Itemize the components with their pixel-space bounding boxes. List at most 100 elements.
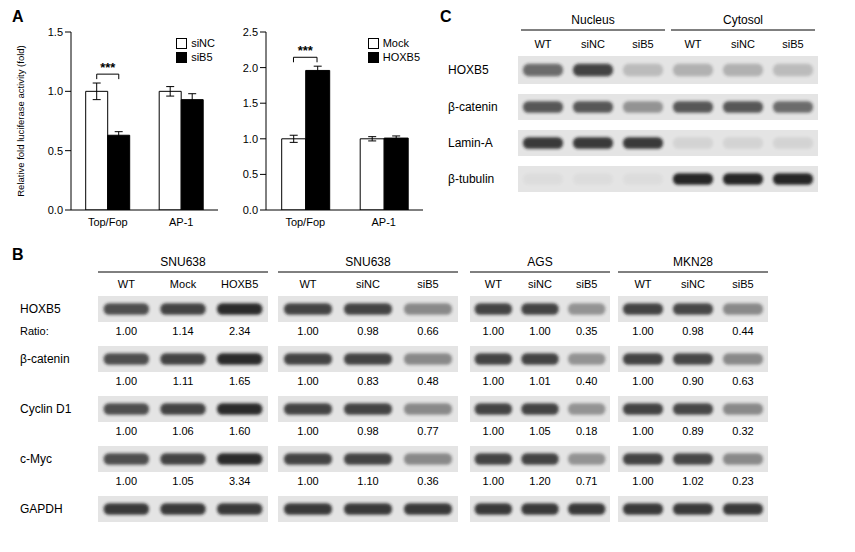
svg-text:0.36: 0.36 bbox=[417, 475, 438, 487]
svg-text:Nucleus: Nucleus bbox=[571, 13, 614, 27]
svg-text:C: C bbox=[440, 8, 452, 25]
svg-text:1.05: 1.05 bbox=[172, 475, 193, 487]
svg-text:1.00: 1.00 bbox=[632, 475, 653, 487]
svg-text:AP-1: AP-1 bbox=[372, 216, 396, 228]
svg-text:1.65: 1.65 bbox=[229, 375, 250, 387]
svg-text:0.66: 0.66 bbox=[417, 325, 438, 337]
svg-text:siB5: siB5 bbox=[576, 278, 597, 290]
svg-text:2.34: 2.34 bbox=[229, 325, 250, 337]
svg-text:1.0: 1.0 bbox=[243, 133, 258, 145]
svg-text:Cytosol: Cytosol bbox=[723, 13, 763, 27]
svg-text:0.89: 0.89 bbox=[682, 425, 703, 437]
svg-text:0.32: 0.32 bbox=[732, 425, 753, 437]
svg-text:1.05: 1.05 bbox=[529, 425, 550, 437]
svg-text:1.60: 1.60 bbox=[229, 425, 250, 437]
svg-text:siNC: siNC bbox=[681, 278, 705, 290]
svg-text:WT: WT bbox=[299, 278, 316, 290]
svg-text:***: *** bbox=[298, 43, 314, 58]
svg-text:HOXB5: HOXB5 bbox=[221, 278, 258, 290]
svg-text:0.71: 0.71 bbox=[576, 475, 597, 487]
svg-text:1.01: 1.01 bbox=[529, 375, 550, 387]
svg-text:1.00: 1.00 bbox=[297, 475, 318, 487]
svg-text:0.5: 0.5 bbox=[48, 145, 63, 157]
svg-text:WT: WT bbox=[634, 278, 651, 290]
svg-text:β-tubulin: β-tubulin bbox=[448, 172, 494, 186]
svg-text:siB5: siB5 bbox=[417, 278, 438, 290]
svg-text:1.06: 1.06 bbox=[172, 425, 193, 437]
svg-text:1.00: 1.00 bbox=[116, 475, 137, 487]
svg-text:β-catenin: β-catenin bbox=[448, 100, 498, 114]
svg-text:1.5: 1.5 bbox=[243, 97, 258, 109]
svg-text:Mock: Mock bbox=[170, 278, 197, 290]
svg-text:B: B bbox=[12, 246, 24, 263]
svg-text:HOXB5: HOXB5 bbox=[448, 63, 489, 77]
svg-text:1.00: 1.00 bbox=[483, 325, 504, 337]
svg-text:siB5: siB5 bbox=[632, 38, 653, 50]
svg-text:1.00: 1.00 bbox=[529, 325, 550, 337]
svg-text:0.40: 0.40 bbox=[576, 375, 597, 387]
svg-text:0.48: 0.48 bbox=[417, 375, 438, 387]
svg-text:A: A bbox=[12, 8, 24, 25]
svg-text:1.20: 1.20 bbox=[529, 475, 550, 487]
svg-text:Cyclin D1: Cyclin D1 bbox=[20, 402, 72, 416]
svg-text:1.00: 1.00 bbox=[483, 375, 504, 387]
svg-text:1.10: 1.10 bbox=[357, 475, 378, 487]
svg-text:0.83: 0.83 bbox=[357, 375, 378, 387]
svg-text:0.0: 0.0 bbox=[243, 204, 258, 216]
svg-text:0.63: 0.63 bbox=[732, 375, 753, 387]
svg-text:1.00: 1.00 bbox=[632, 375, 653, 387]
svg-text:Relative fold luciferase activ: Relative fold luciferase activity (fold) bbox=[15, 45, 26, 197]
svg-text:1.00: 1.00 bbox=[297, 375, 318, 387]
svg-text:***: *** bbox=[100, 60, 116, 75]
svg-text:1.00: 1.00 bbox=[297, 325, 318, 337]
svg-text:Ratio:: Ratio: bbox=[20, 325, 49, 337]
svg-text:siNC: siNC bbox=[581, 38, 605, 50]
svg-text:2.0: 2.0 bbox=[243, 62, 258, 74]
svg-text:0.98: 0.98 bbox=[357, 425, 378, 437]
svg-text:Top/Fop: Top/Fop bbox=[285, 216, 325, 228]
svg-text:1.00: 1.00 bbox=[116, 425, 137, 437]
svg-text:0.23: 0.23 bbox=[732, 475, 753, 487]
svg-text:siB5: siB5 bbox=[732, 278, 753, 290]
svg-text:1.00: 1.00 bbox=[632, 425, 653, 437]
svg-text:0.98: 0.98 bbox=[682, 325, 703, 337]
svg-text:Top/Fop: Top/Fop bbox=[88, 216, 128, 228]
svg-text:0.0: 0.0 bbox=[48, 204, 63, 216]
svg-text:WT: WT bbox=[485, 278, 502, 290]
svg-text:GAPDH: GAPDH bbox=[20, 502, 63, 516]
svg-text:AP-1: AP-1 bbox=[169, 216, 193, 228]
svg-text:1.00: 1.00 bbox=[116, 375, 137, 387]
svg-text:0.5: 0.5 bbox=[243, 168, 258, 180]
svg-text:2.5: 2.5 bbox=[243, 26, 258, 38]
svg-text:β-catenin: β-catenin bbox=[20, 352, 70, 366]
svg-text:1.00: 1.00 bbox=[483, 425, 504, 437]
svg-text:0.35: 0.35 bbox=[576, 325, 597, 337]
svg-text:SNU638: SNU638 bbox=[345, 255, 391, 269]
svg-text:0.98: 0.98 bbox=[357, 325, 378, 337]
svg-text:1.00: 1.00 bbox=[483, 475, 504, 487]
svg-text:siNC: siNC bbox=[356, 278, 380, 290]
svg-text:1.5: 1.5 bbox=[48, 26, 63, 38]
svg-text:1.00: 1.00 bbox=[632, 325, 653, 337]
svg-text:0.44: 0.44 bbox=[732, 325, 753, 337]
svg-text:WT: WT bbox=[534, 38, 551, 50]
svg-text:AGS: AGS bbox=[527, 255, 552, 269]
svg-text:1.00: 1.00 bbox=[297, 425, 318, 437]
svg-text:HOXB5: HOXB5 bbox=[20, 302, 61, 316]
svg-text:0.18: 0.18 bbox=[576, 425, 597, 437]
svg-text:siNC: siNC bbox=[731, 38, 755, 50]
svg-text:siNC: siNC bbox=[528, 278, 552, 290]
svg-text:WT: WT bbox=[118, 278, 135, 290]
svg-text:1.0: 1.0 bbox=[48, 85, 63, 97]
svg-text:1.02: 1.02 bbox=[682, 475, 703, 487]
svg-text:3.34: 3.34 bbox=[229, 475, 250, 487]
svg-text:1.00: 1.00 bbox=[116, 325, 137, 337]
svg-text:Lamin-A: Lamin-A bbox=[448, 136, 493, 150]
svg-text:SNU638: SNU638 bbox=[160, 255, 206, 269]
svg-text:1.14: 1.14 bbox=[172, 325, 193, 337]
svg-text:0.90: 0.90 bbox=[682, 375, 703, 387]
svg-text:siB5: siB5 bbox=[782, 38, 803, 50]
svg-text:WT: WT bbox=[684, 38, 701, 50]
svg-text:1.11: 1.11 bbox=[173, 375, 194, 387]
svg-text:MKN28: MKN28 bbox=[673, 255, 713, 269]
